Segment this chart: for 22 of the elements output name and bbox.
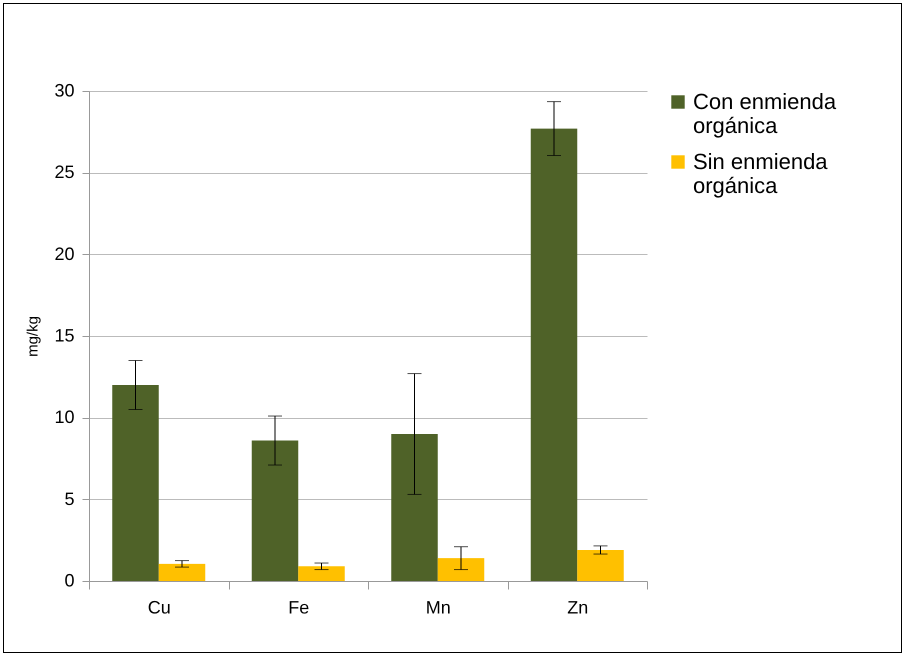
bar xyxy=(158,564,206,581)
y-tick-label: 15 xyxy=(54,326,74,346)
bar xyxy=(112,385,159,581)
x-tick-label: Zn xyxy=(567,598,588,618)
bar xyxy=(530,128,578,581)
bar xyxy=(577,550,624,581)
bar xyxy=(438,558,484,581)
bar xyxy=(298,566,345,581)
y-tick-label: 25 xyxy=(54,162,74,182)
x-tick-label: Cu xyxy=(148,598,171,618)
legend-label: Con enmienda orgánica xyxy=(693,89,837,138)
y-tick-label: 10 xyxy=(54,407,74,428)
y-axis-title: mg/kg xyxy=(24,316,42,357)
y-tick-label: 20 xyxy=(54,244,74,264)
bar xyxy=(391,434,438,581)
y-tick-label: 30 xyxy=(54,80,74,100)
x-tick-label: Mn xyxy=(426,598,451,618)
legend-label: Sin enmienda orgánica xyxy=(693,149,828,198)
x-tick-label: Fe xyxy=(288,598,310,618)
bar xyxy=(252,440,298,581)
y-tick-label: 5 xyxy=(64,488,74,509)
y-tick-label: 0 xyxy=(64,570,74,590)
